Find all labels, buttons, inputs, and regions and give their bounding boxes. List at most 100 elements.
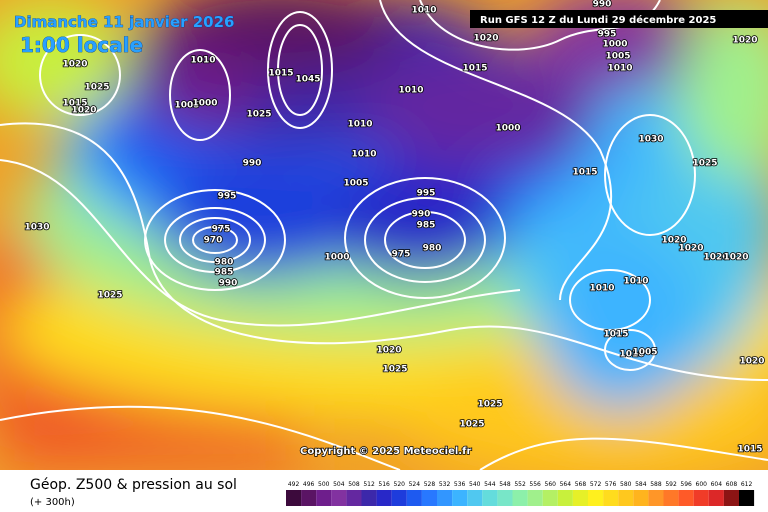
legend-label: 584	[635, 481, 647, 488]
isobar-label: 1045	[295, 75, 320, 85]
isobar-label: 1005	[605, 52, 630, 62]
legend-swatch	[316, 490, 332, 506]
isobar-label: 990	[243, 159, 262, 169]
legend-label: 500	[318, 481, 330, 488]
isobar-label: 975	[392, 250, 411, 260]
isobar-label: 1005	[632, 348, 657, 358]
legend-swatch	[648, 490, 664, 506]
isobar-label: 1025	[97, 291, 122, 301]
isobar-label: 1015	[572, 168, 597, 178]
local-time: 1:00 locale	[20, 33, 143, 57]
isobar-label: 1015	[462, 64, 487, 74]
copyright: Copyright © 2025 Meteociel.fr	[300, 446, 471, 457]
isobar-label: 1000	[495, 124, 520, 134]
isobar-label: 1025	[692, 159, 717, 169]
legend-swatch	[361, 490, 377, 506]
isobar-label: 1010	[347, 120, 372, 130]
legend-label: 592	[665, 481, 677, 488]
legend-swatch	[678, 490, 694, 506]
isobar-label: 1015	[62, 99, 87, 109]
isobar-label: 1010	[398, 86, 423, 96]
isobar-label: 995	[417, 189, 436, 199]
legend-swatch	[346, 490, 362, 506]
isobar-label: 1030	[638, 135, 663, 145]
legend-swatch	[482, 490, 498, 506]
legend-label: 532	[439, 481, 451, 488]
isobar-labels: 1010102099099510001005101010201025101510…	[24, 0, 766, 455]
legend-label: 580	[620, 481, 632, 488]
forecast-date: Dimanche 11 janvier 2026	[14, 13, 235, 31]
legend-label: 588	[650, 481, 662, 488]
legend-label: 508	[348, 481, 360, 488]
legend-swatch	[301, 490, 317, 506]
isobar-label: 975	[212, 225, 231, 235]
isobar-label: 1010	[607, 64, 632, 74]
legend-label: 612	[741, 481, 753, 488]
isobar-label: 1015	[737, 445, 762, 455]
legend-label: 564	[560, 481, 572, 488]
legend-label: 544	[484, 481, 496, 488]
isobar-label: 1020	[678, 244, 703, 254]
isobars	[0, 0, 768, 470]
legend-swatch	[723, 490, 739, 506]
run-info: Run GFS 12 Z du Lundi 29 décembre 2025	[480, 14, 716, 26]
isobar-label: 970	[204, 236, 223, 246]
legend-label: 528	[424, 481, 436, 488]
legend-label: 520	[394, 481, 406, 488]
isobar-label: 1000	[192, 99, 217, 109]
legend-swatch	[286, 490, 302, 506]
isobar-label: 980	[215, 258, 234, 268]
legend-label: 504	[333, 481, 345, 488]
legend-swatch	[421, 490, 437, 506]
legend-label: 548	[499, 481, 511, 488]
isobar-label: 1010	[589, 284, 614, 294]
legend-label: 496	[303, 481, 315, 488]
isobar-label: 1020	[62, 60, 87, 70]
isobar-label: 1020	[732, 36, 757, 46]
isobar-label: 1000	[602, 40, 627, 50]
legend-label: 492	[288, 481, 300, 488]
isobar-label: 1015	[268, 69, 293, 79]
isobar-label: 990	[412, 210, 431, 220]
legend-swatch	[708, 490, 724, 506]
legend-swatch	[663, 490, 679, 506]
isobar-label: 995	[218, 192, 237, 202]
legend-swatch	[739, 490, 755, 506]
isobar-label: 1025	[382, 365, 407, 375]
isobar-label: 985	[215, 268, 234, 278]
isobar-label: 1000	[324, 253, 349, 263]
legend-swatch	[542, 490, 558, 506]
legend-label: 556	[529, 481, 541, 488]
isobar-label: 990	[219, 279, 238, 289]
legend-swatch	[391, 490, 407, 506]
isobar-label: 1020	[376, 346, 401, 356]
isobar-label: 1020	[723, 253, 748, 263]
legend-swatch	[376, 490, 392, 506]
isobar-label: 1005	[343, 179, 368, 189]
isobar-label: 990	[593, 0, 612, 10]
legend-label: 512	[363, 481, 375, 488]
isobar-label: 1020	[661, 236, 686, 246]
legend-swatch	[557, 490, 573, 506]
legend-label: 560	[545, 481, 557, 488]
legend-swatch	[437, 490, 453, 506]
isobar-label: 1005	[174, 101, 199, 111]
legend-label: 604	[711, 481, 723, 488]
isobar-label: 1010	[619, 350, 644, 360]
legend-label: 516	[378, 481, 390, 488]
legend-label: 540	[469, 481, 481, 488]
legend-swatch	[693, 490, 709, 506]
footer-subtitle: (+ 300h)	[30, 497, 75, 508]
isobar-label: 1025	[246, 110, 271, 120]
isobar-label: 1025	[459, 420, 484, 430]
legend-swatch	[633, 490, 649, 506]
legend-swatch	[497, 490, 513, 506]
legend-swatch	[467, 490, 483, 506]
map-field	[0, 0, 768, 470]
legend-label: 600	[696, 481, 708, 488]
isobar-label: 1020	[739, 357, 764, 367]
isobar-label: 1030	[24, 223, 49, 233]
legend-label: 524	[409, 481, 421, 488]
legend-label: 536	[454, 481, 466, 488]
